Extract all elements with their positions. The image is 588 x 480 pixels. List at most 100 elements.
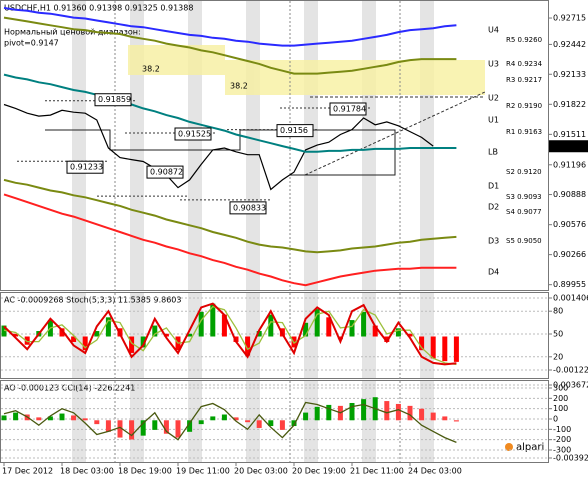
price-label: 0.90833 [233,203,266,212]
histogram-bar [105,420,111,432]
fib-label: 38.2 [142,65,160,74]
band-label: D4 [488,268,499,277]
price-label-box [276,124,314,138]
histogram-bar [268,420,274,427]
series-line [3,302,457,366]
band-label: D3 [488,237,499,246]
histogram-bar [303,412,309,421]
price-label-box [174,127,212,141]
histogram-bar [407,405,413,421]
histogram-bar [372,325,378,337]
histogram-bar [268,314,274,337]
histogram-bar [82,336,88,351]
histogram-bar [129,420,135,440]
histogram-bar [152,420,158,430]
series-line [3,6,457,47]
histogram-bar [291,420,297,427]
histogram-bar [163,333,169,337]
histogram-bar [187,420,193,432]
chart-title: USDCHF,H1 0.91360 0.91398 0.91325 0.9138… [4,4,193,13]
price-label-box [229,201,267,215]
histogram-bar [198,420,204,425]
x-tick-label: 20 Dec 03:00 [234,467,288,476]
y-tick-label: 80 [553,307,563,316]
histogram-bar [245,336,251,356]
fib-label: 38.2 [230,82,248,91]
x-tick-label: 17 Dec 2012 [2,467,53,476]
band-label: U3 [488,60,499,69]
histogram-bar [314,406,320,421]
ao-panel [0,380,549,463]
histogram-bar [13,333,19,337]
y-tick-label: 0.91511 [553,130,586,139]
histogram-bar [175,420,181,438]
y-tick-label: 200 [553,394,568,403]
histogram-bar [361,399,367,421]
price-label-box [94,93,132,107]
histogram-bar [71,415,77,421]
x-tick-label: 24 Dec 03:00 [408,467,462,476]
band-label: U4 [488,26,499,35]
histogram-bar [187,333,193,337]
panel-title: AC -0.0009268 Stoch(5,3,3) 11.5385 9.860… [4,296,182,305]
band-label: D1 [488,182,499,191]
y-tick-label: 100 [553,404,568,413]
x-tick-label: 20 Dec 19:00 [292,467,346,476]
current-price-box [549,140,588,153]
y-tick-label: 0.92133 [553,70,586,79]
pivot-label: R3 0.9217 [506,76,542,84]
series-line [3,401,457,444]
histogram-bar [430,336,436,359]
price-label-box [146,165,184,179]
x-tick-label: 19 Dec 11:00 [176,467,230,476]
y-tick-label: 0.001406 [553,294,588,303]
histogram-bar [117,420,123,438]
histogram-bar [407,333,413,337]
band-label: U2 [488,94,499,103]
histogram-bar [152,325,158,337]
histogram-bar [419,336,425,351]
histogram-bar [349,320,355,337]
logo-icon [505,443,513,451]
y-tick-label: 0.90888 [553,190,586,199]
histogram-bar [442,416,448,421]
price-label: 0.9156 [280,126,308,135]
pivot-label: R5 0.9260 [506,36,542,44]
histogram-bar [82,418,88,421]
band-label: U1 [488,116,499,125]
y-tick-label: 0.90576 [553,220,586,229]
series-line [3,193,457,287]
histogram-bar [140,336,146,348]
y-tick-label: 0.89955 [553,280,586,289]
band-label: LB [488,148,498,157]
price-label: 0.91784 [333,104,366,113]
histogram-bar [1,415,7,421]
price-label-box [66,160,104,174]
histogram-bar [430,412,436,421]
histogram-bar [13,412,19,421]
histogram-bar [94,420,100,425]
histogram-bar [1,325,7,337]
watermark: alpari [516,442,544,453]
histogram-bar [94,331,100,337]
histogram-bar [419,408,425,421]
price-label: 0.91859 [98,95,131,104]
histogram-bar [395,328,401,337]
histogram-bar [326,317,332,337]
histogram-bar [361,311,367,337]
histogram-bar [453,420,459,422]
y-tick-label: 50 [553,330,563,339]
histogram-bar [279,420,285,430]
histogram-bar [384,401,390,421]
histogram-bar [442,336,448,362]
histogram-bar [59,328,65,337]
pivot-label: S4 0.9077 [506,208,542,216]
histogram-bar [349,402,355,421]
histogram-bar [303,322,309,337]
histogram-bar [36,417,42,421]
main-panel [0,0,549,291]
current-price-label: 0.91388 [551,142,584,151]
y-tick-label: 20 [553,352,563,361]
pivot-label: R4 0.9234 [506,60,543,68]
y-tick-label: -200 [553,435,571,444]
